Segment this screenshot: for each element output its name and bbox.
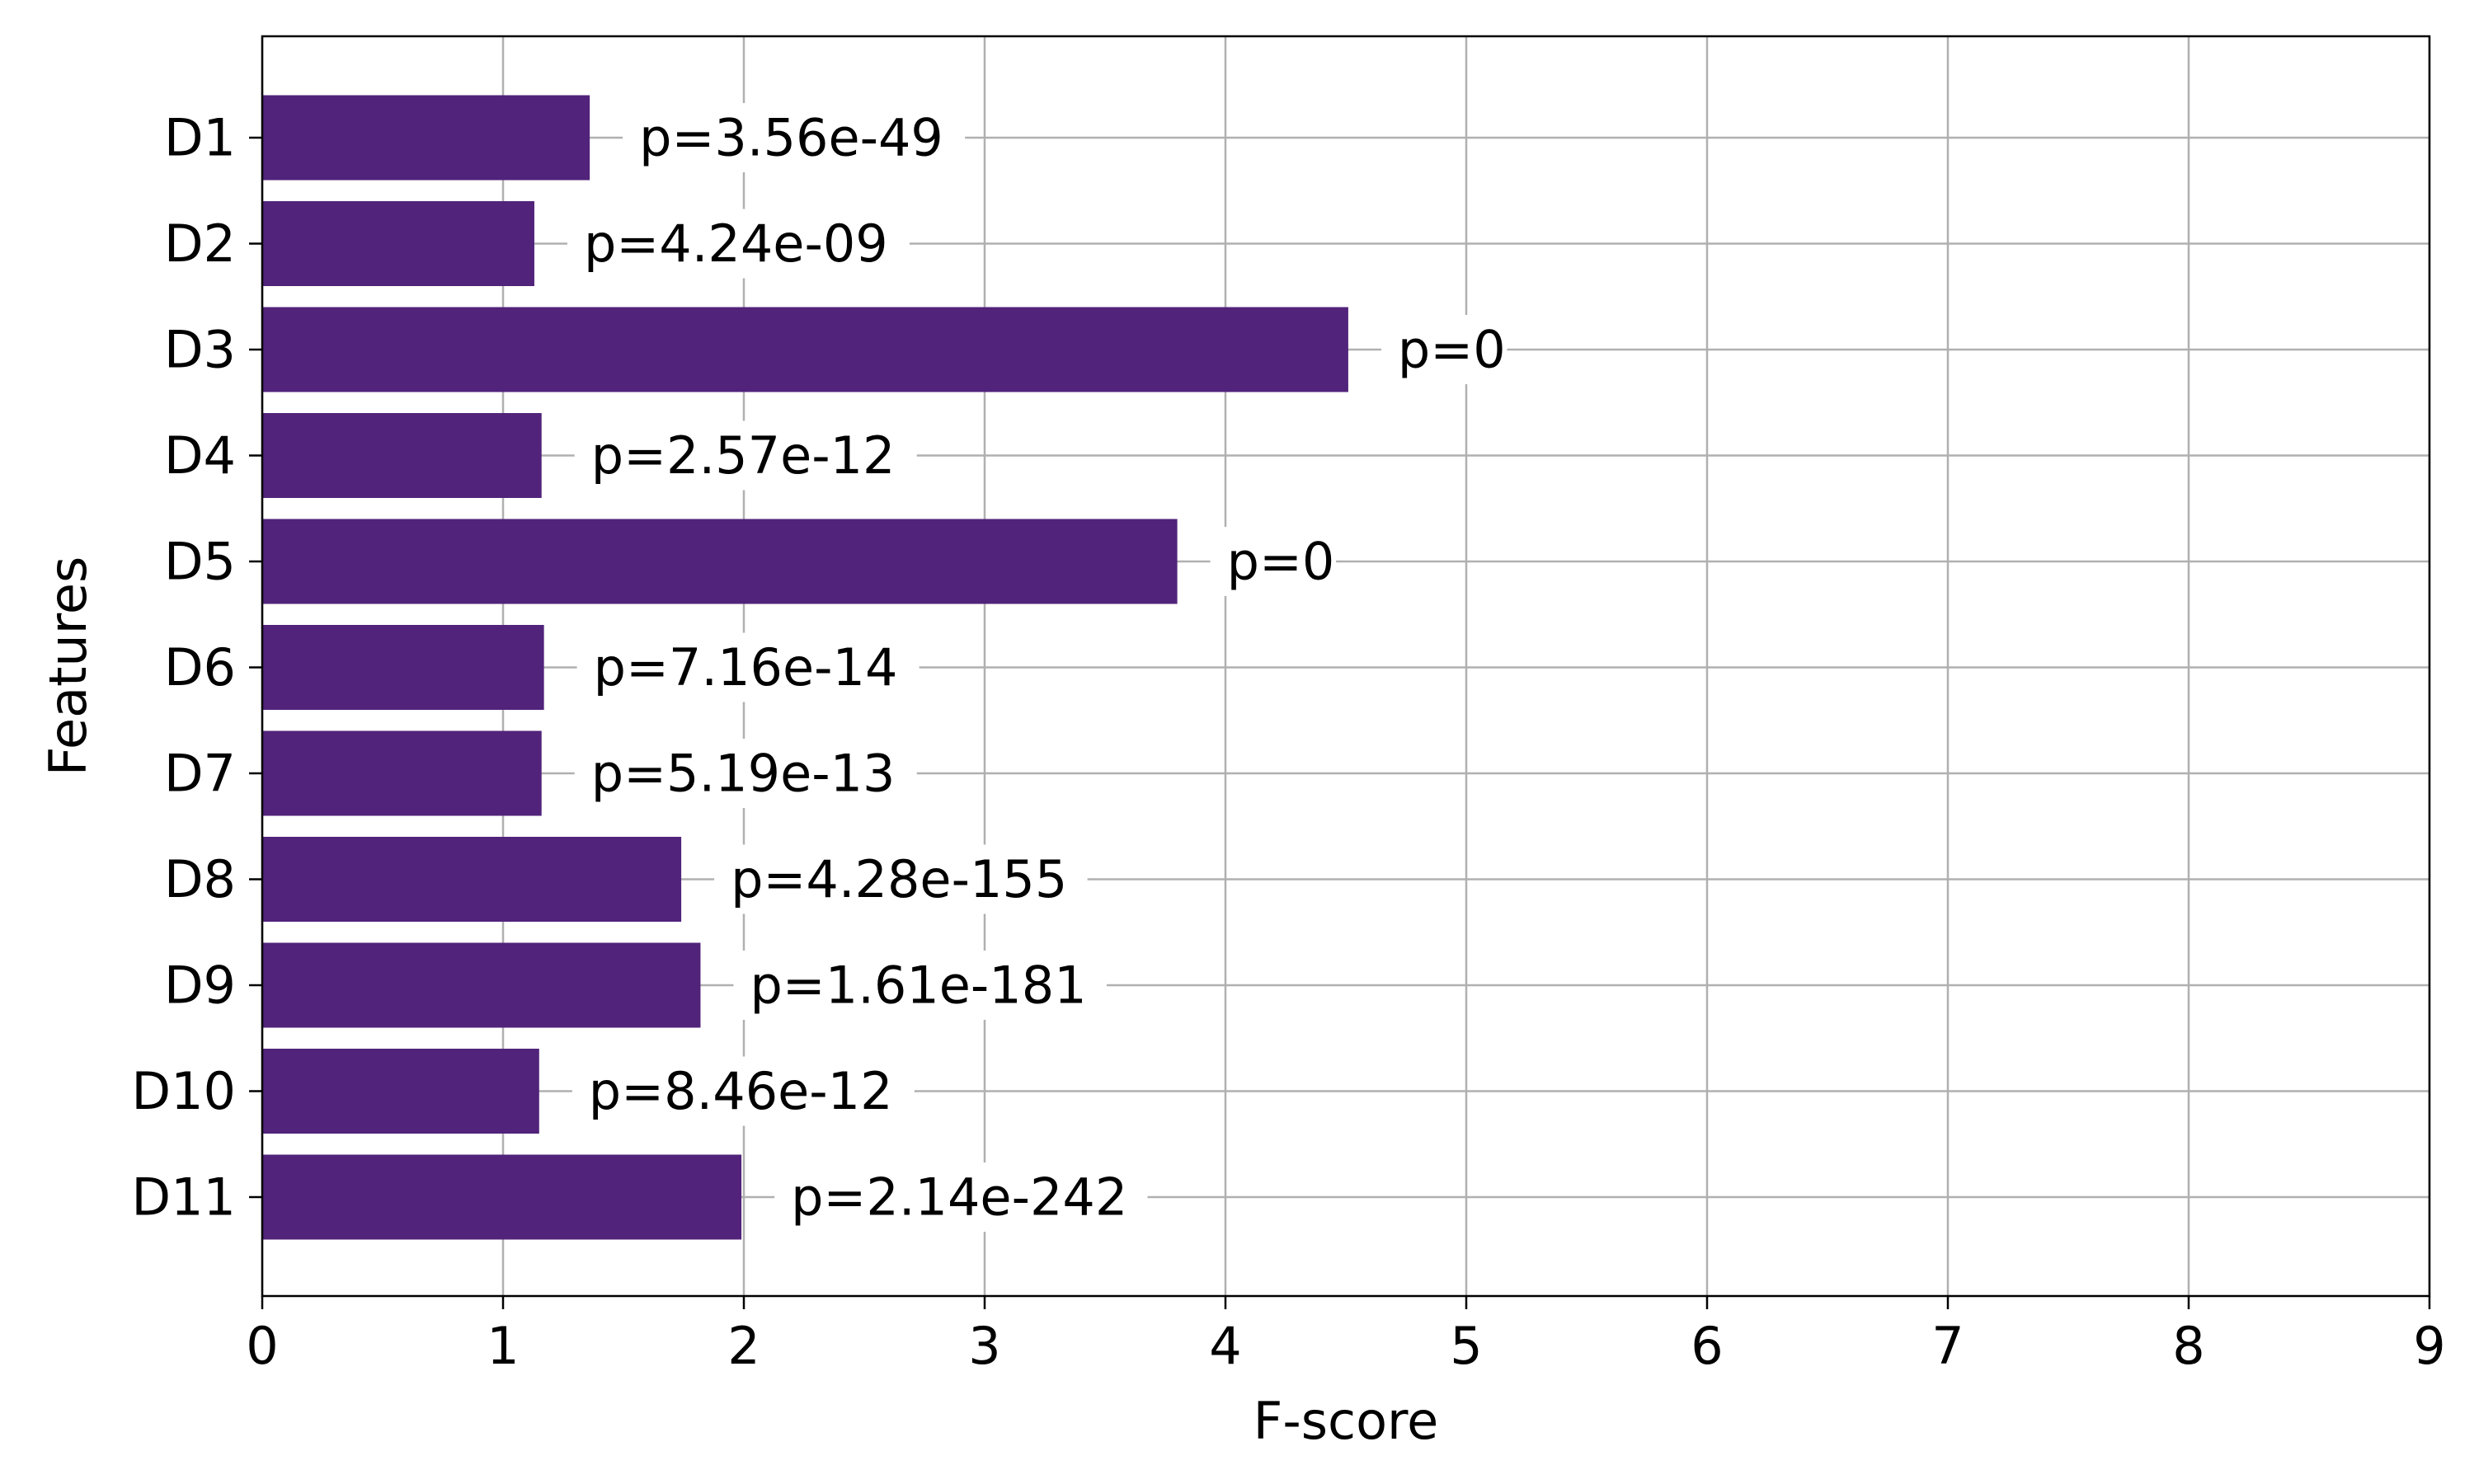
x-tick-label: 4 <box>1209 1316 1241 1376</box>
bar <box>262 730 542 816</box>
y-tick-label: D2 <box>164 214 236 274</box>
bar-label-background <box>576 632 920 702</box>
x-axis-label: F-score <box>1253 1391 1439 1451</box>
bar-labels: p=3.56e-49 p=4.24e-09 p=0 p=2.57e-12 p=0 p=7.… <box>567 103 1507 1232</box>
bar-value-label: p=3.56e-49 <box>639 108 943 168</box>
x-tick-label: 5 <box>1450 1316 1482 1376</box>
bar <box>262 1154 742 1240</box>
bar <box>262 625 544 710</box>
bar-label-background <box>774 1162 1148 1232</box>
bar-label-background <box>623 103 966 172</box>
bar-label-background <box>733 951 1107 1020</box>
x-tick-label: 8 <box>2172 1316 2204 1376</box>
bar-label-background <box>571 1056 915 1126</box>
y-tick-label: D10 <box>131 1061 236 1121</box>
bar <box>262 95 590 181</box>
x-tick-label: 2 <box>727 1316 760 1376</box>
x-tick-label: 7 <box>1931 1316 1964 1376</box>
x-tick-label: 6 <box>1691 1316 1723 1376</box>
bar-value-label: p=2.57e-12 <box>591 425 896 486</box>
y-tick-label: D9 <box>164 956 236 1016</box>
bar-value-label: p=0 <box>1398 320 1506 380</box>
x-tick-label: 3 <box>968 1316 1000 1376</box>
bar-label-background <box>567 209 910 279</box>
bar <box>262 307 1348 392</box>
bar <box>262 413 542 498</box>
bar-label-background <box>1380 315 1507 384</box>
bar-value-label: p=2.14e-242 <box>791 1167 1127 1228</box>
y-tick-label: D8 <box>164 849 236 909</box>
bar-label-background <box>574 420 917 491</box>
bar-label-background <box>714 844 1088 914</box>
y-tick-label: D1 <box>164 108 236 168</box>
x-tick-label: 1 <box>487 1316 519 1376</box>
x-tick-label: 9 <box>2413 1316 2445 1376</box>
y-tick-label: D4 <box>164 425 236 486</box>
bar-value-label: p=5.19e-13 <box>591 744 896 804</box>
x-tick-label: 0 <box>246 1316 278 1376</box>
bar <box>262 942 701 1028</box>
bar <box>262 837 682 922</box>
plot-frame <box>261 35 2431 1298</box>
y-tick-label: D3 <box>164 320 236 380</box>
y-axis-label: Features <box>38 556 98 777</box>
bar <box>262 201 534 286</box>
y-tick-label: D11 <box>131 1167 236 1228</box>
bar-value-label: p=7.16e-14 <box>594 637 898 697</box>
bar-label-background <box>1210 527 1337 596</box>
bar-value-label: p=8.46e-12 <box>589 1061 893 1121</box>
y-tick-label: D7 <box>164 744 236 804</box>
bar-value-label: p=4.28e-155 <box>731 849 1067 909</box>
bar-label-background <box>574 739 917 808</box>
bars <box>262 95 1348 1240</box>
y-tick-label: D5 <box>164 532 236 592</box>
bar-value-label: p=1.61e-181 <box>750 956 1086 1016</box>
bar <box>262 519 1178 604</box>
axis-ticks: 0 1 2 3 4 5 6 7 8 9 D1 D2 D3 D4 D5 D6 D7 D8 D9 D10 D11 <box>131 108 2445 1377</box>
bar <box>262 1049 539 1134</box>
y-tick-label: D6 <box>164 637 236 697</box>
bar-value-label: p=4.24e-09 <box>584 214 888 274</box>
bar-value-label: p=0 <box>1227 532 1335 592</box>
